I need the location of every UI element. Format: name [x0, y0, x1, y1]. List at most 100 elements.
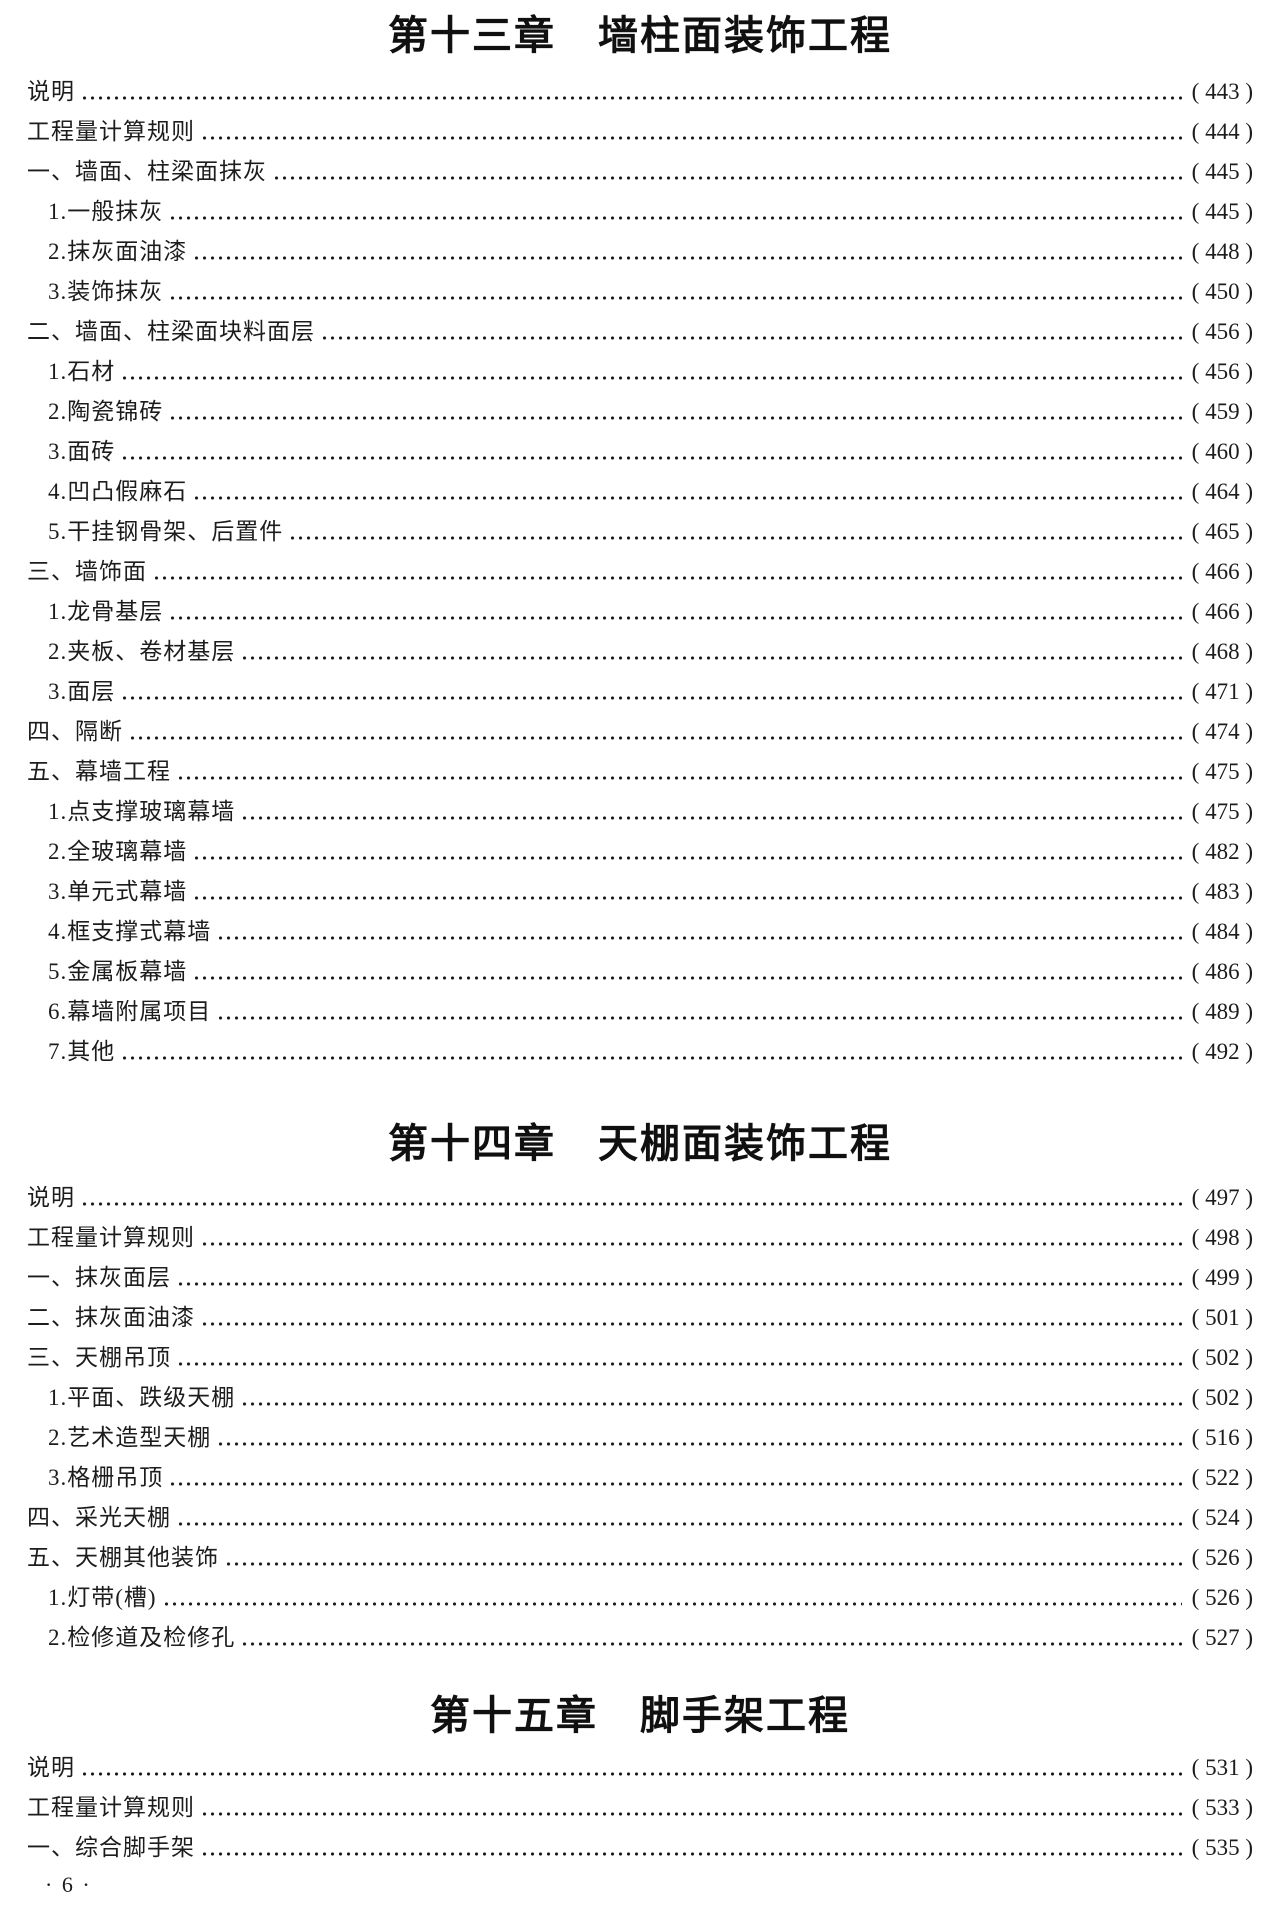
toc-entry-label: 五、天棚其他装饰: [27, 1545, 219, 1570]
toc-entry-label: 三、天棚吊顶: [27, 1345, 171, 1370]
toc-entry: 3.面砖 ( 460 ): [27, 432, 1253, 472]
toc-entry-label: 说明: [27, 79, 75, 104]
toc-entry: 一、抹灰面层 ( 499 ): [27, 1258, 1253, 1298]
toc-entry-page-number: ( 471 ): [1191, 679, 1253, 704]
toc-entry-label: 2.艺术造型天棚: [48, 1425, 212, 1450]
dot-leader: [122, 352, 1182, 392]
toc-entry-page-number: ( 526 ): [1191, 1585, 1253, 1610]
dot-leader: [82, 1748, 1182, 1788]
dot-leader: [82, 1178, 1182, 1218]
toc-entry: 4.凹凸假麻石 ( 464 ): [27, 472, 1253, 512]
toc-entry: 6.幕墙附属项目 ( 489 ): [27, 992, 1253, 1032]
chapter-title: 第十四章 天棚面装饰工程: [388, 1122, 892, 1166]
toc-entry-page-number: ( 492 ): [1191, 1039, 1253, 1064]
toc-entry: 1.龙骨基层 ( 466 ): [27, 592, 1253, 632]
toc-entry-page-number: ( 497 ): [1191, 1185, 1253, 1210]
toc-entry-list: 说明 ( 443 ) 工程量计算规则 ( 444 ) 一、墙面、柱梁面抹灰 ( …: [27, 72, 1253, 1072]
toc-entry-label: 一、综合脚手架: [27, 1835, 195, 1860]
toc-entry-page-number: ( 465 ): [1191, 519, 1253, 544]
dot-leader: [178, 1338, 1182, 1378]
dot-leader: [202, 1218, 1182, 1258]
dot-leader: [242, 1618, 1182, 1658]
toc-entry: 五、幕墙工程 ( 475 ): [27, 752, 1253, 792]
toc-entry-label: 3.格栅吊顶: [48, 1465, 164, 1490]
toc-entry-page-number: ( 498 ): [1191, 1225, 1253, 1250]
dot-leader: [82, 72, 1182, 112]
toc-entry: 四、采光天棚 ( 524 ): [27, 1498, 1253, 1538]
toc-entry: 说明 ( 531 ): [27, 1748, 1253, 1788]
chapter-title: 第十三章 墙柱面装饰工程: [388, 14, 892, 58]
toc-entry-page-number: ( 502 ): [1191, 1385, 1253, 1410]
toc-entry-page-number: ( 474 ): [1191, 719, 1253, 744]
toc-entry: 2.陶瓷锦砖 ( 459 ): [27, 392, 1253, 432]
toc-entry-page-number: ( 502 ): [1191, 1345, 1253, 1370]
toc-entry: 2.夹板、卷材基层 ( 468 ): [27, 632, 1253, 672]
toc-entry-page-number: ( 527 ): [1191, 1625, 1253, 1650]
dot-leader: [178, 1258, 1182, 1298]
toc-entry: 2.全玻璃幕墙 ( 482 ): [27, 832, 1253, 872]
toc-entry-page-number: ( 535 ): [1191, 1835, 1253, 1860]
toc-entry-label: 5.干挂钢骨架、后置件: [48, 519, 284, 544]
toc-entry-label: 说明: [27, 1185, 75, 1210]
dot-leader: [194, 472, 1182, 512]
toc-entry-label: 4.框支撑式幕墙: [48, 919, 212, 944]
dot-leader: [194, 952, 1182, 992]
toc-entry: 2.艺术造型天棚 ( 516 ): [27, 1418, 1253, 1458]
toc-entry-label: 二、抹灰面油漆: [27, 1305, 195, 1330]
chapter-title: 第十五章 脚手架工程: [430, 1694, 850, 1738]
toc-entry-label: 2.检修道及检修孔: [48, 1625, 236, 1650]
dot-leader: [242, 632, 1182, 672]
toc-entry: 1.一般抹灰 ( 445 ): [27, 192, 1253, 232]
toc-entry-label: 四、隔断: [27, 719, 123, 744]
dot-leader: [218, 1418, 1182, 1458]
toc-entry: 3.单元式幕墙 ( 483 ): [27, 872, 1253, 912]
dot-leader: [226, 1538, 1182, 1578]
toc-sections: 第十三章 墙柱面装饰工程 说明 ( 443 ) 工程量计算规则 ( 444 ) …: [27, 12, 1253, 1868]
toc-entry-label: 三、墙饰面: [27, 559, 147, 584]
toc-entry-page-number: ( 459 ): [1191, 399, 1253, 424]
toc-entry-label: 1.点支撑玻璃幕墙: [48, 799, 236, 824]
toc-entry-label: 1.灯带(槽): [48, 1585, 157, 1610]
toc-entry-label: 1.平面、跌级天棚: [48, 1385, 236, 1410]
toc-entry: 1.石材 ( 456 ): [27, 352, 1253, 392]
dot-leader: [218, 912, 1182, 952]
toc-entry-page-number: ( 533 ): [1191, 1795, 1253, 1820]
toc-entry-page-number: ( 483 ): [1191, 879, 1253, 904]
toc-entry-page-number: ( 448 ): [1191, 239, 1253, 264]
toc-entry-page-number: ( 466 ): [1191, 559, 1253, 584]
toc-entry: 说明 ( 497 ): [27, 1178, 1253, 1218]
toc-entry: 3.装饰抹灰 ( 450 ): [27, 272, 1253, 312]
toc-entry-label: 四、采光天棚: [27, 1505, 171, 1530]
toc-entry-label: 2.夹板、卷材基层: [48, 639, 236, 664]
toc-entry-label: 5.金属板幕墙: [48, 959, 188, 984]
dot-leader: [202, 1298, 1182, 1338]
toc-entry-page-number: ( 445 ): [1191, 199, 1253, 224]
toc-entry: 三、墙饰面 ( 466 ): [27, 552, 1253, 592]
toc-section: 第十五章 脚手架工程 说明 ( 531 ) 工程量计算规则 ( 533 ) 一、…: [27, 1692, 1253, 1868]
dot-leader: [170, 192, 1182, 232]
toc-entry-page-number: ( 524 ): [1191, 1505, 1253, 1530]
toc-entry-label: 五、幕墙工程: [27, 759, 171, 784]
dot-leader: [170, 392, 1182, 432]
toc-entry: 2.抹灰面油漆 ( 448 ): [27, 232, 1253, 272]
toc-entry-page-number: ( 501 ): [1191, 1305, 1253, 1330]
dot-leader: [178, 1498, 1182, 1538]
dot-leader: [202, 1828, 1182, 1868]
toc-entry-page-number: ( 468 ): [1191, 639, 1253, 664]
page-footer-number: · 6 ·: [45, 1872, 92, 1897]
toc-entry: 2.检修道及检修孔 ( 527 ): [27, 1618, 1253, 1658]
toc-entry: 一、综合脚手架 ( 535 ): [27, 1828, 1253, 1868]
toc-entry-page-number: ( 475 ): [1191, 799, 1253, 824]
dot-leader: [290, 512, 1182, 552]
dot-leader: [242, 1378, 1182, 1418]
toc-entry-page-number: ( 522 ): [1191, 1465, 1253, 1490]
toc-entry-page-number: ( 456 ): [1191, 319, 1253, 344]
toc-entry-label: 2.抹灰面油漆: [48, 239, 188, 264]
dot-leader: [322, 312, 1182, 352]
dot-leader: [170, 272, 1182, 312]
dot-leader: [194, 832, 1182, 872]
toc-entry: 1.灯带(槽) ( 526 ): [27, 1578, 1253, 1618]
toc-entry-label: 4.凹凸假麻石: [48, 479, 188, 504]
toc-entry: 5.金属板幕墙 ( 486 ): [27, 952, 1253, 992]
dot-leader: [242, 792, 1182, 832]
